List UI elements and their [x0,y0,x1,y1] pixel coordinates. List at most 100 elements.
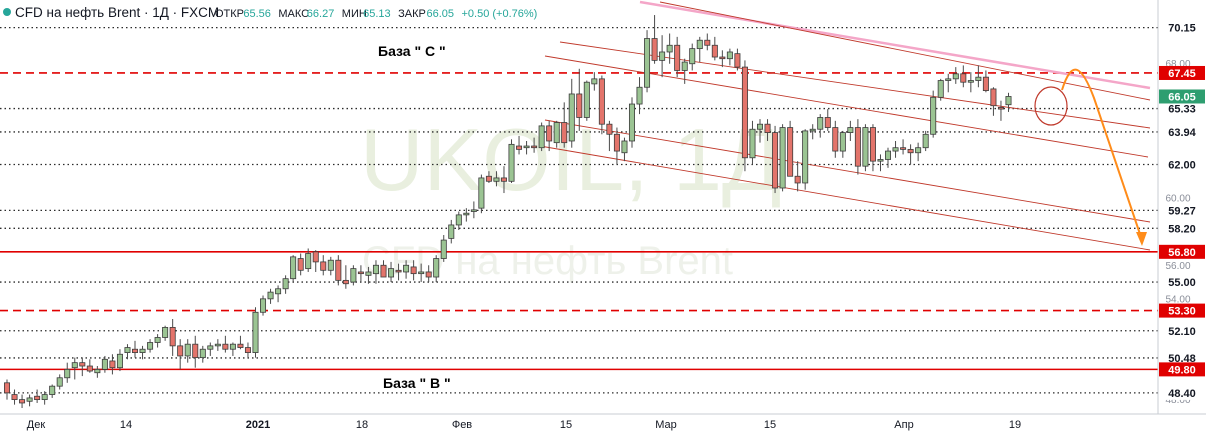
candle[interactable] [124,344,131,360]
candle[interactable] [659,35,666,78]
candle[interactable] [71,357,78,380]
candle[interactable] [817,114,824,138]
channel-line-5[interactable] [539,145,1151,251]
candle[interactable] [869,124,876,172]
highlight-circle[interactable] [1034,86,1068,126]
candle[interactable] [305,248,312,272]
candle[interactable] [666,33,673,64]
candle[interactable] [997,100,1004,121]
candle[interactable] [613,127,620,165]
candle[interactable] [493,171,500,187]
candle[interactable] [967,72,974,93]
candle[interactable] [915,142,922,162]
candle[interactable] [214,339,221,351]
candle[interactable] [207,342,214,356]
candle[interactable] [538,122,545,152]
candle[interactable] [802,129,809,190]
candle[interactable] [975,65,982,88]
projection-path[interactable] [1061,68,1143,241]
candle[interactable] [644,30,651,93]
candle[interactable] [192,335,199,368]
candle[interactable] [139,345,146,360]
candle[interactable] [470,201,477,219]
candle[interactable] [403,260,410,279]
candle[interactable] [237,335,244,350]
candle[interactable] [787,120,794,177]
candle[interactable] [749,120,756,165]
candle[interactable] [177,339,184,370]
candle[interactable] [282,275,289,294]
candle[interactable] [794,161,801,192]
candle[interactable] [342,265,349,289]
candle[interactable] [290,255,297,283]
candle[interactable] [485,171,492,183]
candle[interactable] [275,285,282,303]
candle[interactable] [162,325,169,341]
channel-line-1[interactable] [659,1,1151,101]
candle[interactable] [380,260,387,278]
candle[interactable] [839,130,846,158]
candle[interactable] [79,357,86,377]
candle[interactable] [907,144,914,165]
candle[interactable] [741,60,748,172]
candle[interactable] [4,379,10,400]
candle[interactable] [516,135,523,155]
candle[interactable] [945,73,952,93]
candle[interactable] [327,256,334,276]
candle[interactable] [365,266,372,284]
candle[interactable] [591,72,598,91]
candle[interactable] [222,335,229,353]
candle[interactable] [229,342,236,356]
candle[interactable] [418,263,425,283]
candle[interactable] [885,147,892,168]
candle[interactable] [463,208,470,222]
candle[interactable] [576,68,583,131]
candle[interactable] [169,318,176,356]
candle[interactable] [900,139,907,155]
candle[interactable] [553,120,560,148]
candle[interactable] [500,166,507,194]
symbol-title[interactable]: CFD на нефть Brent · 1Д · FXCM [15,5,219,20]
candle[interactable] [892,140,899,158]
candle[interactable] [49,384,56,398]
candle[interactable] [764,119,771,141]
candle[interactable] [109,354,116,375]
candle[interactable] [696,36,703,63]
candle[interactable] [19,394,26,408]
candle[interactable] [147,339,154,353]
candle[interactable] [757,119,764,143]
candle[interactable] [508,139,515,183]
candle[interactable] [1005,92,1012,112]
candle[interactable] [34,389,41,403]
pink-trendline[interactable] [639,0,1151,90]
candle[interactable] [350,265,357,286]
candle[interactable] [772,125,779,194]
candle[interactable] [621,137,628,162]
candle[interactable] [960,65,967,88]
channel-line-2[interactable] [559,41,1151,129]
candle[interactable] [862,124,869,172]
candle[interactable] [531,137,538,153]
candle[interactable] [297,253,304,276]
candle[interactable] [425,265,432,283]
candle[interactable] [583,80,590,121]
candle[interactable] [726,48,733,66]
candle[interactable] [952,67,959,84]
candle[interactable] [320,255,327,276]
candle[interactable] [681,58,688,84]
candle[interactable] [116,349,123,372]
time-axis[interactable]: Дек 14 2021 18 Фев 15 Мар 15 Апр 19 [27,419,1021,431]
candle[interactable] [847,120,854,141]
candle[interactable] [546,120,553,152]
candle[interactable] [388,261,395,283]
candle[interactable] [689,43,696,71]
candle[interactable] [636,77,643,115]
candle[interactable] [561,102,568,148]
candle[interactable] [184,339,191,363]
candle[interactable] [244,342,251,358]
candle[interactable] [64,362,71,383]
candle[interactable] [704,33,711,51]
candle[interactable] [877,154,884,172]
candle[interactable] [455,211,462,230]
candle[interactable] [523,140,530,155]
